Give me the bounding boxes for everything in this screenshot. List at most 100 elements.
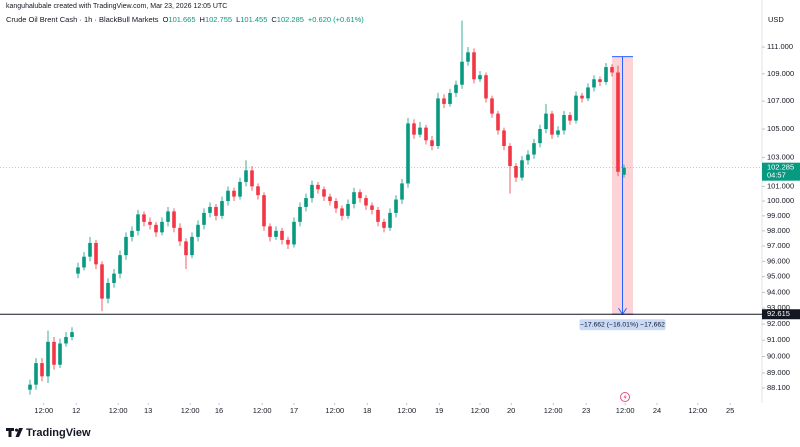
x-tick-label: 12:00 bbox=[181, 406, 200, 415]
brand-icon bbox=[6, 428, 23, 437]
candle-body bbox=[358, 192, 362, 199]
candle-body bbox=[502, 130, 506, 146]
candle-body bbox=[514, 166, 518, 178]
legend-field-label: C bbox=[271, 15, 277, 24]
candle-body bbox=[40, 363, 44, 377]
measure-label-box bbox=[579, 319, 666, 331]
candle-body bbox=[610, 67, 614, 73]
y-tick-label: 97.000 bbox=[767, 241, 790, 250]
candle-body bbox=[274, 230, 278, 237]
candle-body bbox=[340, 208, 344, 216]
horizontal-line-label: 92.615 bbox=[767, 309, 790, 318]
x-tick-label: 12:00 bbox=[34, 406, 53, 415]
candle-body bbox=[142, 214, 146, 222]
candle-body bbox=[268, 226, 272, 237]
candle-body bbox=[442, 98, 446, 104]
candle-body bbox=[604, 67, 608, 82]
candle-body bbox=[154, 224, 158, 233]
last-price-countdown: 04:57 bbox=[767, 171, 786, 180]
candle-body bbox=[334, 201, 338, 209]
candle-body bbox=[550, 113, 554, 135]
y-tick-label: 109.000 bbox=[767, 69, 794, 78]
legend-field-value: 102.755 bbox=[205, 15, 232, 24]
candle-body bbox=[436, 98, 440, 146]
candle-body bbox=[592, 79, 596, 88]
candle-body bbox=[376, 209, 380, 222]
candle-body bbox=[622, 167, 626, 175]
candle-body bbox=[352, 192, 356, 204]
legend-field-label: H bbox=[200, 15, 205, 24]
candle-body bbox=[208, 206, 212, 213]
candle-body bbox=[556, 130, 560, 135]
candle-body bbox=[304, 198, 308, 207]
candle-body bbox=[58, 343, 62, 365]
candle-body bbox=[316, 184, 320, 190]
candle-body bbox=[250, 170, 254, 187]
x-tick-label: 12:00 bbox=[544, 406, 563, 415]
candle-body bbox=[292, 221, 296, 245]
candle-body bbox=[124, 236, 128, 256]
x-tick-label: 12:00 bbox=[253, 406, 272, 415]
brand-name: TradingView bbox=[26, 427, 91, 439]
last-price-label: 102.285 bbox=[767, 163, 794, 172]
candle-body bbox=[226, 190, 230, 202]
candle-body bbox=[28, 384, 32, 390]
x-tick-label: 18 bbox=[363, 406, 371, 415]
x-tick-label: 24 bbox=[653, 406, 661, 415]
candle-body bbox=[424, 127, 428, 141]
plot-area bbox=[0, 20, 762, 395]
brand-logo: TradingView bbox=[6, 427, 91, 439]
candle-body bbox=[256, 186, 260, 196]
candle-body bbox=[478, 75, 482, 80]
candle-body bbox=[190, 236, 194, 256]
legend-field-value: 101.665 bbox=[168, 15, 195, 24]
candle-body bbox=[454, 84, 458, 93]
attribution: kanguhalubale created with TradingView.c… bbox=[6, 3, 227, 10]
candle-body bbox=[580, 95, 584, 99]
candle-body bbox=[94, 242, 98, 265]
candle-body bbox=[112, 273, 116, 283]
alert-icon bbox=[620, 392, 630, 402]
candle-body bbox=[244, 170, 248, 182]
candle-body bbox=[118, 255, 122, 274]
y-tick-label: 94.000 bbox=[767, 287, 790, 296]
legend-field-label: O bbox=[163, 15, 169, 24]
candle-body bbox=[160, 221, 164, 233]
candle-body bbox=[346, 203, 350, 216]
alert-bolt bbox=[623, 393, 627, 401]
x-tick-label: 12:00 bbox=[616, 406, 635, 415]
candle-body bbox=[184, 241, 188, 256]
x-tick-label: 12:00 bbox=[471, 406, 490, 415]
candle-body bbox=[214, 206, 218, 216]
y-tick-label: 101.000 bbox=[767, 181, 794, 190]
x-tick-label: 12:00 bbox=[109, 406, 128, 415]
y-tick-label: 95.000 bbox=[767, 272, 790, 281]
candle-body bbox=[484, 75, 488, 99]
candle-body bbox=[538, 129, 542, 144]
candle-body bbox=[508, 145, 512, 167]
x-tick-label: 17 bbox=[290, 406, 298, 415]
candle-body bbox=[448, 92, 452, 104]
legend-change: +0.620 (+0.61%) bbox=[308, 15, 364, 24]
x-tick-label: 12:00 bbox=[325, 406, 344, 415]
y-tick-label: 111.000 bbox=[767, 42, 793, 51]
y-tick-label: 91.000 bbox=[767, 335, 790, 344]
legend-title: Crude Oil Brent Cash · 1h · BlackBull Ma… bbox=[6, 15, 159, 24]
candle-body bbox=[586, 87, 590, 99]
currency: USD bbox=[768, 15, 784, 24]
candle-body bbox=[52, 341, 56, 365]
candle-body bbox=[400, 183, 404, 200]
horizontal-line-label-box bbox=[762, 309, 800, 320]
candle-body bbox=[490, 98, 494, 114]
candle-body bbox=[148, 221, 152, 225]
last-price-label-box bbox=[762, 162, 800, 181]
candle-body bbox=[370, 205, 374, 210]
y-tick-label: 107.000 bbox=[767, 96, 794, 105]
candle-body bbox=[532, 143, 536, 155]
candle-body bbox=[64, 336, 68, 344]
x-tick-label: 13 bbox=[144, 406, 152, 415]
candle-body bbox=[496, 113, 500, 131]
x-tick-label: 20 bbox=[507, 406, 515, 415]
candle-body bbox=[232, 190, 236, 197]
